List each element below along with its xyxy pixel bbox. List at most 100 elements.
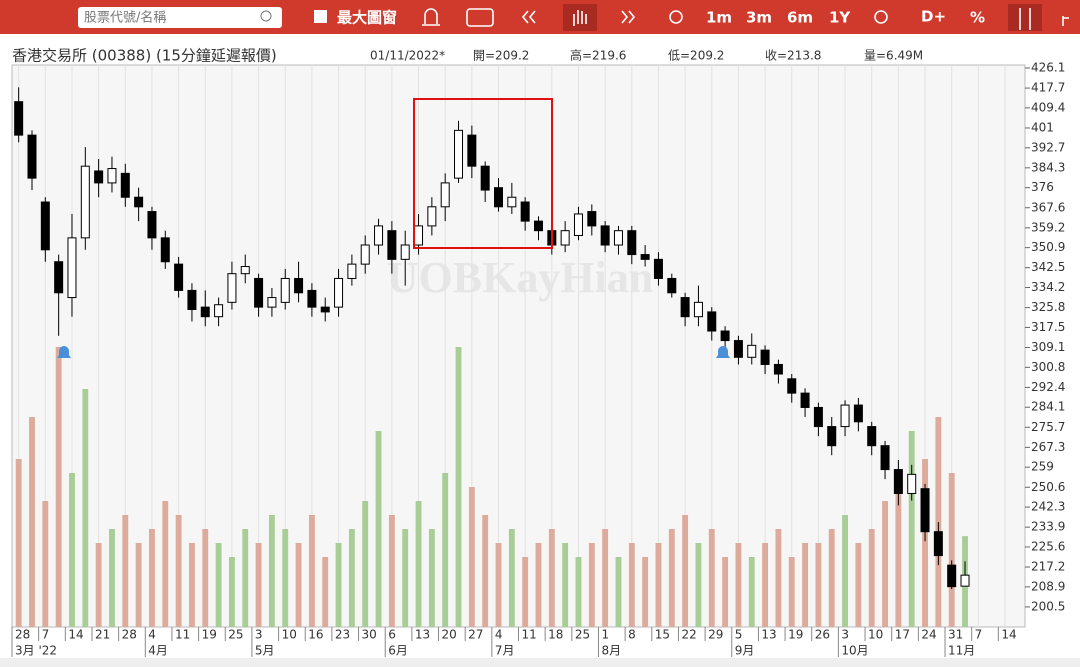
camera-icon[interactable] xyxy=(466,8,494,27)
y-tick-label: 225.6 xyxy=(1031,539,1065,553)
volume-bar xyxy=(668,529,675,627)
chart-layer: 426.1417.7409.4401392.7384.3376367.6359.… xyxy=(11,61,1065,658)
candle-body xyxy=(454,129,464,179)
candle-body xyxy=(174,263,184,291)
x-tick-label: 11 xyxy=(175,628,190,642)
candle-body xyxy=(720,330,730,342)
volume-bar xyxy=(748,557,755,627)
volume-bar xyxy=(548,529,555,627)
x-tick-label: 13 xyxy=(761,628,776,642)
candle-body xyxy=(280,277,290,303)
volume-bar xyxy=(282,529,289,627)
month-label: 8月 xyxy=(601,644,621,658)
y-tick-label: 208.9 xyxy=(1031,579,1065,593)
candle-body xyxy=(827,426,837,447)
y-tick-label: 417.7 xyxy=(1031,81,1065,95)
volume-bar xyxy=(882,501,888,627)
percent[interactable]: % xyxy=(970,9,985,27)
y-tick-label: 367.6 xyxy=(1031,200,1065,214)
volume-bar xyxy=(255,543,262,627)
zoom-in-icon[interactable] xyxy=(874,10,888,24)
max-window[interactable]: 最大圖窗 xyxy=(337,9,397,27)
x-tick-label: 17 xyxy=(895,628,910,642)
volume-bar xyxy=(122,515,129,627)
candle-body xyxy=(840,404,850,428)
y-tick-label: 325.8 xyxy=(1031,300,1065,314)
search-box[interactable] xyxy=(78,7,282,28)
volume-bar xyxy=(628,543,635,627)
candle-body xyxy=(760,349,770,365)
range-3m[interactable]: 3m xyxy=(746,9,772,27)
hand-icon xyxy=(573,10,587,26)
volume-bar xyxy=(109,529,115,627)
x-tick-label: 24 xyxy=(921,628,936,642)
volume-bar xyxy=(375,431,382,627)
candle-body xyxy=(227,273,237,303)
y-tick-label: 350.9 xyxy=(1031,240,1065,254)
candle-body xyxy=(467,134,477,167)
x-tick-label: 26 xyxy=(815,628,830,642)
range-6m[interactable]: 6m xyxy=(787,9,813,27)
watermark: UOBKayHian xyxy=(387,253,654,302)
candle-body xyxy=(80,165,90,239)
y-tick-label: 250.6 xyxy=(1031,480,1065,494)
x-tick-label: 3 xyxy=(255,628,263,642)
y-tick-label: 309.1 xyxy=(1031,340,1065,354)
volume-bar xyxy=(82,389,89,627)
candle-button[interactable] xyxy=(1008,4,1042,31)
candle-body xyxy=(387,230,397,260)
volume-bar xyxy=(348,529,355,627)
candle-body xyxy=(867,426,877,447)
x-tick-label: 3 xyxy=(841,628,849,642)
search-icon[interactable] xyxy=(260,10,272,22)
volume-bar xyxy=(868,529,875,627)
y-tick-label: 242.3 xyxy=(1031,500,1065,514)
checkbox[interactable] xyxy=(314,10,327,23)
volume-bar xyxy=(428,529,435,627)
x-tick-label: 10 xyxy=(868,628,883,642)
candle-body xyxy=(787,378,797,394)
month-label: 5月 xyxy=(255,644,275,658)
volume-bar xyxy=(802,543,809,627)
candle-body xyxy=(960,574,970,587)
y-tick-label: 217.2 xyxy=(1031,560,1065,574)
candle-body xyxy=(947,564,957,588)
candle-body xyxy=(254,277,264,308)
y-tick-label: 359.2 xyxy=(1031,220,1065,234)
candle-body xyxy=(334,277,344,308)
x-tick-label: 28 xyxy=(15,628,30,642)
candle-body xyxy=(507,196,517,208)
candle-body xyxy=(733,340,743,358)
candle-body xyxy=(480,165,490,191)
forward-icon[interactable] xyxy=(621,10,636,24)
bell-icon[interactable] xyxy=(422,8,440,26)
zoom-out-icon[interactable] xyxy=(669,10,683,24)
volume-bar xyxy=(415,501,422,627)
range-1y[interactable]: 1Y xyxy=(829,9,851,27)
candle-body xyxy=(667,277,677,294)
y-tick-label: 376 xyxy=(1031,180,1054,194)
volume-bar xyxy=(602,529,609,627)
volume-bar xyxy=(922,459,928,627)
volume-bar xyxy=(948,473,955,627)
volume-bar xyxy=(268,515,275,627)
candle-body xyxy=(613,230,623,246)
more-icon[interactable] xyxy=(1062,16,1069,26)
candle-body xyxy=(533,220,543,232)
d-plus[interactable]: D+ xyxy=(921,8,946,26)
candle-body xyxy=(573,213,583,236)
x-tick-label: 7 xyxy=(42,628,50,642)
candle-body xyxy=(440,182,450,208)
range-1m[interactable]: 1m xyxy=(706,9,732,27)
volume-bar xyxy=(95,543,102,627)
back-icon[interactable] xyxy=(521,10,536,24)
pan-button[interactable] xyxy=(563,4,597,31)
y-tick-label: 392.7 xyxy=(1031,140,1065,154)
x-tick-label: 14 xyxy=(68,628,83,642)
candle-body xyxy=(880,445,890,471)
y-tick-label: 317.5 xyxy=(1031,320,1065,334)
volume-bar xyxy=(495,543,502,627)
x-tick-label: 7 xyxy=(975,628,983,642)
volume-bar xyxy=(722,557,729,627)
